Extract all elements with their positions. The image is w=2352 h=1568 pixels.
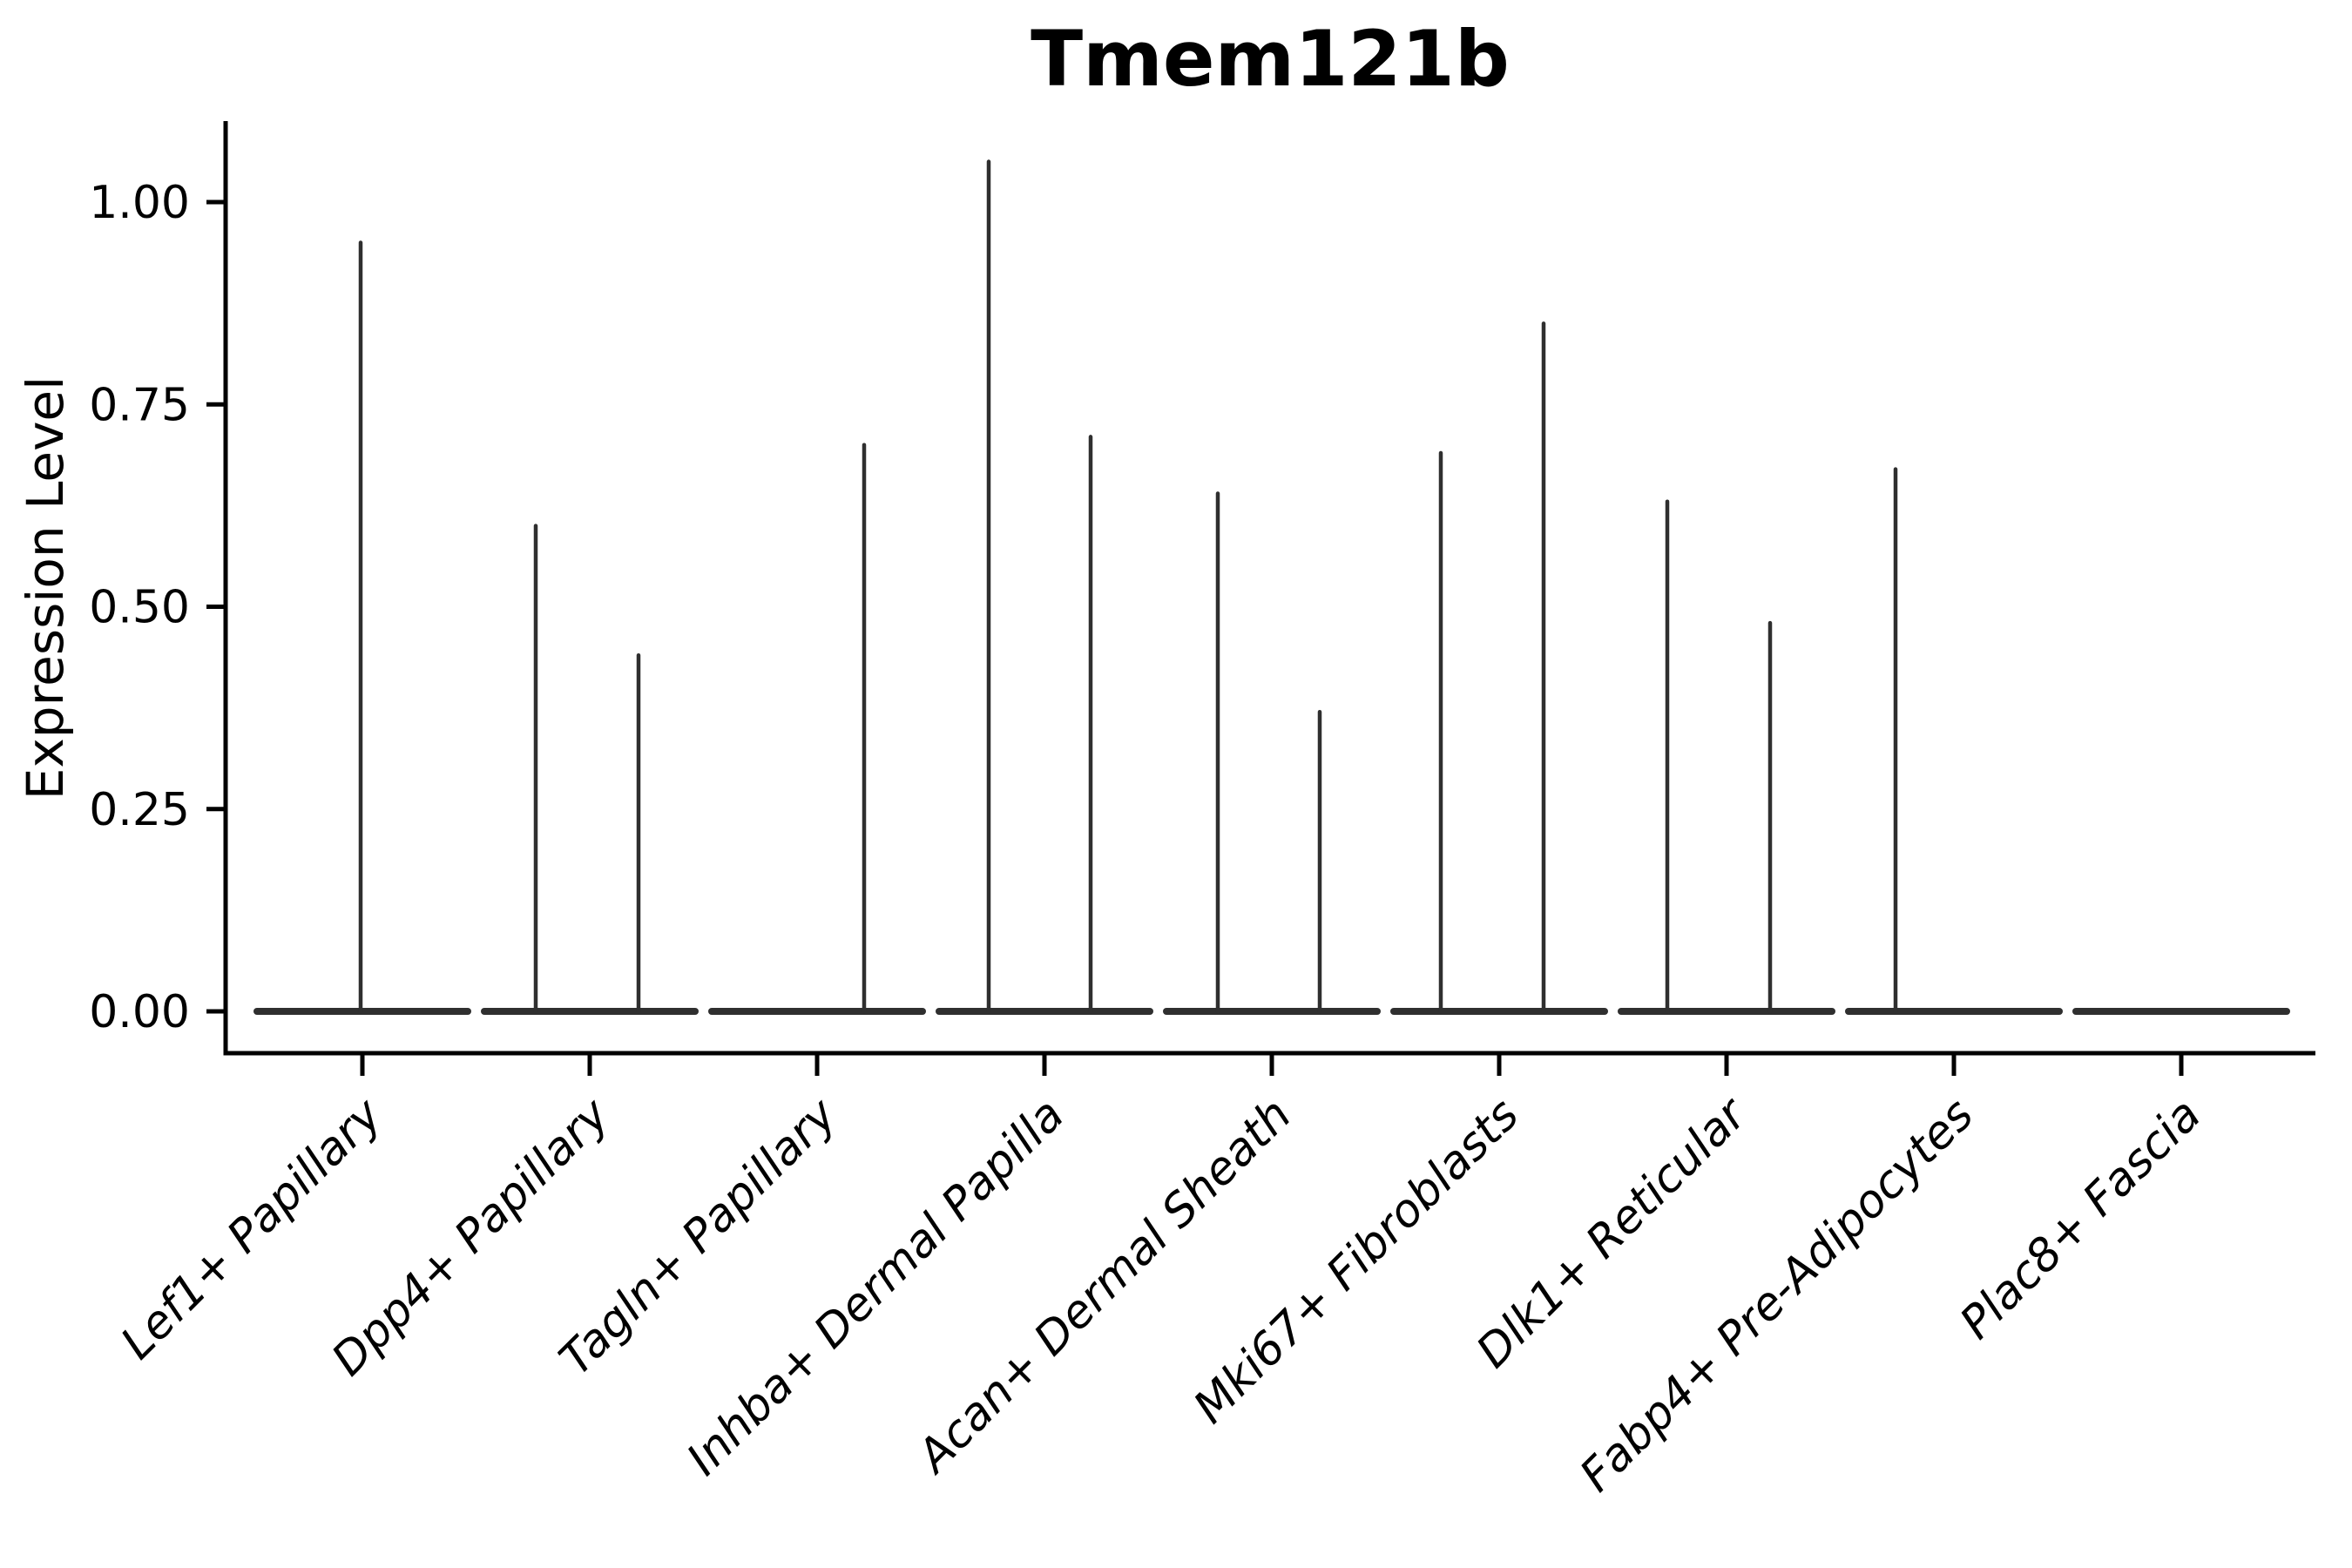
- x-tick-label: Acan+ Dermal Sheath: [906, 1089, 1301, 1484]
- x-tick-label: Fabp4+ Pre-Adipocytes: [1571, 1089, 1984, 1503]
- y-tick-label: 1.00: [89, 177, 190, 229]
- y-axis-label: Expression Level: [16, 376, 75, 800]
- y-tick-label: 0.50: [89, 582, 190, 634]
- x-tick-label: Inhba+ Dermal Papilla: [677, 1089, 1074, 1486]
- y-tick-label: 0.75: [89, 379, 190, 431]
- y-tick-label: 0.00: [89, 986, 190, 1038]
- plot-title: Tmem121b: [1031, 14, 1510, 104]
- y-tick-label: 0.25: [89, 784, 190, 836]
- x-tick-label: Plac8+ Fascia: [1950, 1089, 2211, 1349]
